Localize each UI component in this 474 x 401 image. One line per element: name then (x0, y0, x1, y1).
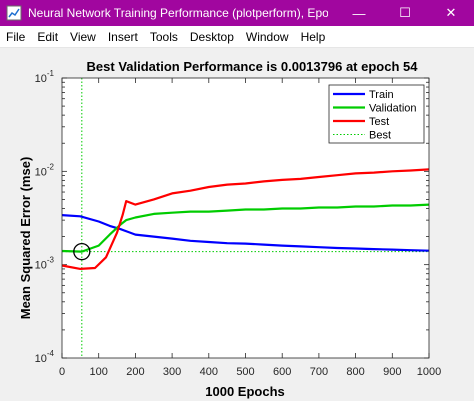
axes-frame (61, 77, 430, 359)
performance-plot: Best Validation Performance is 0.0013796… (18, 59, 442, 399)
x-tick-label: 400 (200, 366, 218, 378)
best-point-marker (73, 242, 91, 261)
menu-view[interactable]: View (70, 29, 96, 44)
legend-label-train: Train (369, 89, 394, 101)
y-tick-label-exponent: -3 (47, 256, 55, 265)
figure-app-icon (6, 5, 22, 21)
x-tick-label: 200 (126, 366, 144, 378)
y-tick-label-base: 10 (35, 353, 47, 365)
y-tick-label: 10-2 (35, 162, 55, 178)
window-controls: — ☐ ✕ (336, 0, 474, 26)
x-tick-label: 1000 (417, 366, 441, 378)
chart-title: Best Validation Performance is 0.0013796… (87, 59, 419, 74)
menu-file[interactable]: File (6, 29, 26, 44)
minimize-button[interactable]: — (352, 5, 366, 21)
y-tick-label-exponent: -2 (47, 162, 55, 171)
y-tick-label-exponent: -4 (47, 349, 55, 358)
x-tick-label: 800 (346, 366, 364, 378)
menu-edit[interactable]: Edit (37, 29, 59, 44)
y-tick-label: 10-4 (35, 349, 55, 365)
menu-insert[interactable]: Insert (107, 29, 138, 44)
legend-label-best: Best (369, 130, 391, 142)
y-tick-label: 10-1 (35, 69, 55, 85)
series-line-train (61, 214, 430, 252)
close-button[interactable]: ✕ (445, 5, 457, 20)
series-line-test (61, 168, 430, 270)
x-tick-label: 100 (90, 366, 108, 378)
x-axis-label: 1000 Epochs (205, 384, 285, 399)
x-tick-label: 0 (59, 366, 65, 378)
window-title: Neural Network Training Performance (plo… (28, 6, 328, 20)
maximize-button[interactable]: ☐ (399, 5, 411, 20)
x-tick-label: 600 (273, 366, 291, 378)
x-tick-label: 500 (236, 366, 254, 378)
x-tick-label: 300 (163, 366, 181, 378)
figure-canvas: Best Validation Performance is 0.0013796… (0, 48, 474, 401)
x-tick-label: 700 (310, 366, 328, 378)
y-tick-label: 10-3 (35, 256, 55, 272)
window-titlebar: Neural Network Training Performance (plo… (0, 0, 474, 26)
menu-help[interactable]: Help (300, 29, 326, 44)
menu-bar: File Edit View Insert Tools Desktop Wind… (0, 26, 474, 48)
y-tick-label-base: 10 (35, 73, 47, 85)
x-tick-label: 900 (383, 366, 401, 378)
y-axis-label: Mean Squared Error (mse) (18, 157, 33, 320)
menu-tools[interactable]: Tools (149, 29, 178, 44)
menu-desktop[interactable]: Desktop (189, 29, 234, 44)
series-line-validation (61, 203, 430, 253)
y-tick-label-exponent: -1 (47, 69, 55, 78)
plot-area: 10-410-310-210-10 100 200 300 400 500 600 700 80… (35, 69, 442, 378)
y-tick-label-base: 10 (35, 260, 47, 272)
legend-label-validation: Validation (369, 103, 417, 115)
y-tick-label-base: 10 (35, 166, 47, 178)
menu-window[interactable]: Window (245, 29, 289, 44)
legend-label-test: Test (369, 116, 389, 128)
